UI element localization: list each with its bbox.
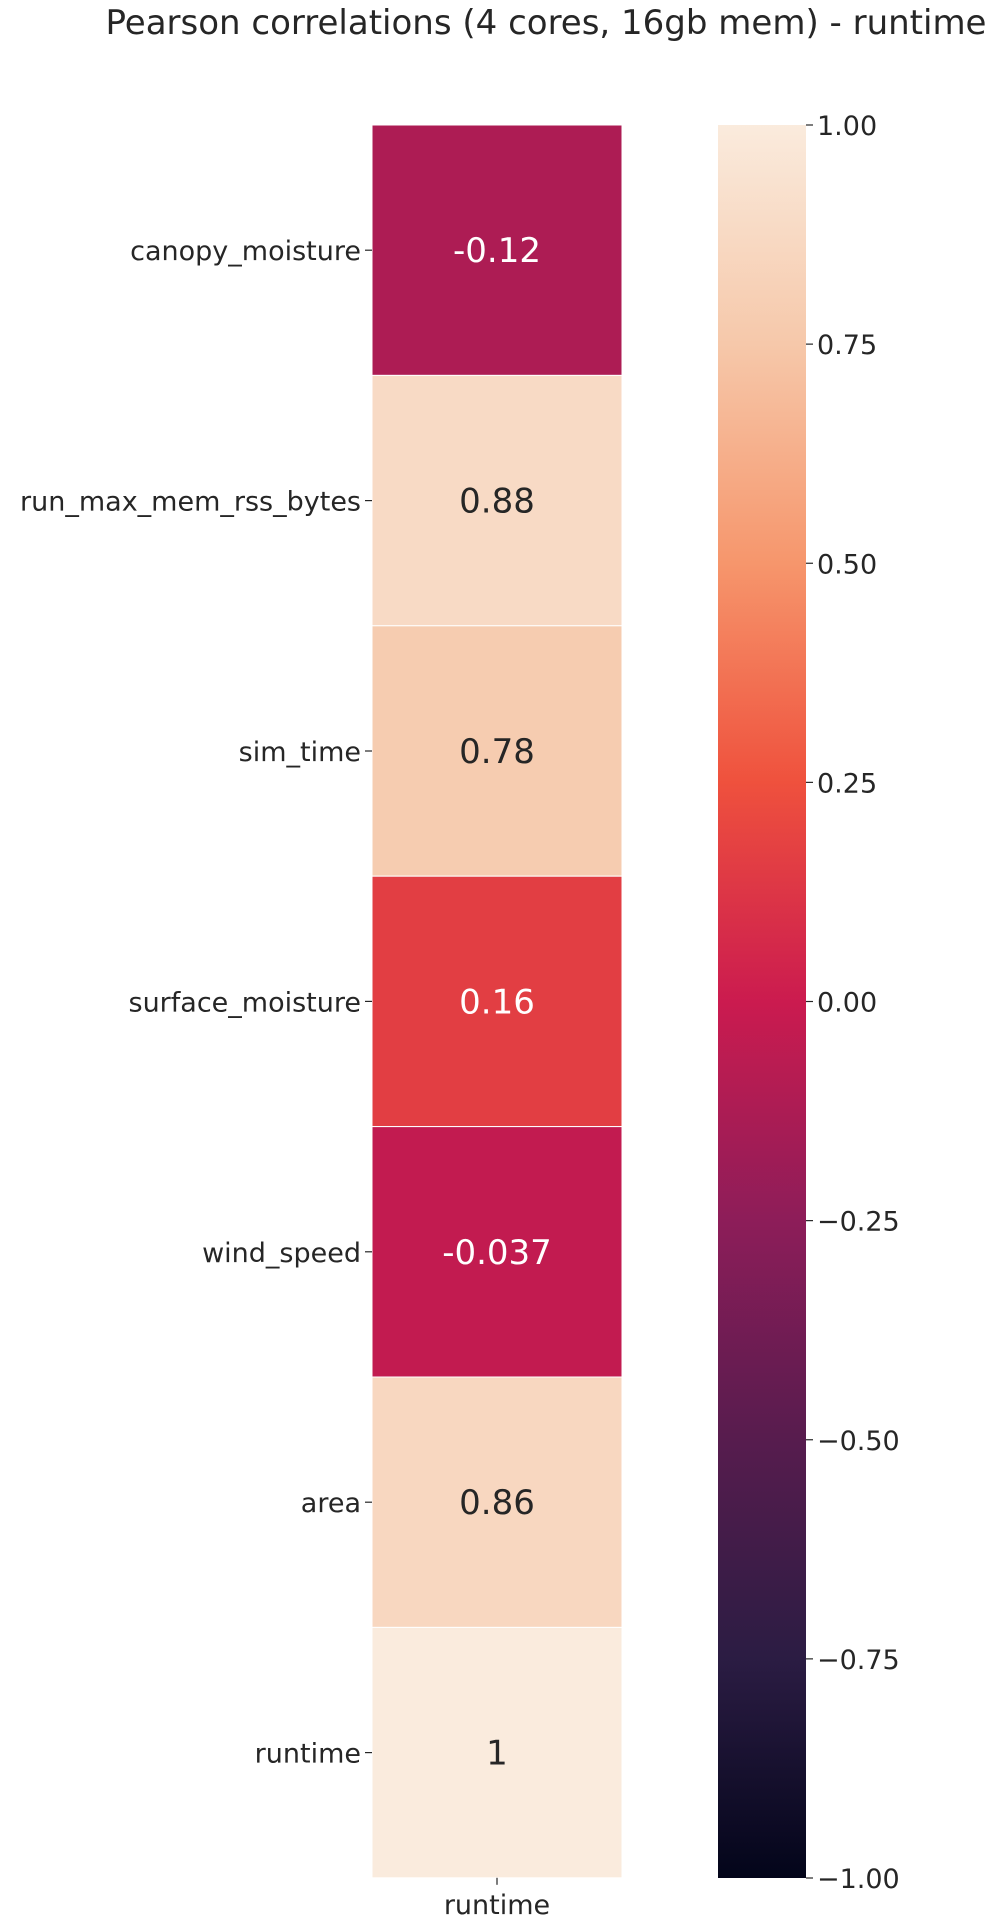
heatmap-cells: -0.12 0.88 0.78 0.16 -0.037 0.86 1 [371,124,623,1879]
row-label: surface_moisture [129,987,362,1018]
row-labels: canopy_moisture run_max_mem_rss_bytes sim_… [20,236,372,1770]
colorbar-gradient [718,125,806,1878]
cell-annotation: -0.037 [442,1233,552,1273]
heatmap-cell [371,1126,623,1378]
chart-title: Pearson correlations (4 cores, 16gb mem)… [106,3,987,43]
colorbar-tick-label: 0.75 [817,330,877,361]
heatmap-cell [371,124,623,376]
cell-annotation: -0.12 [453,231,541,271]
colorbar-tick-label: 0.00 [817,988,877,1019]
colorbar-tick-label: −1.00 [817,1864,900,1895]
cell-annotation: 0.86 [459,1483,535,1523]
colorbar-tick-label: −0.25 [817,1207,900,1238]
colorbar-tick-label: −0.75 [817,1645,900,1676]
cell-annotation: 1 [486,1734,508,1774]
row-label: runtime [255,1739,361,1770]
column-labels: runtime [444,1877,550,1921]
colorbar-tick-label: −0.50 [817,1426,900,1457]
colorbar-ticks: 1.00 0.75 0.50 0.25 0.00 −0.25 −0.50 −0.75 −1.00 [806,111,900,1895]
colorbar-tick-label: 0.25 [817,768,877,799]
cell-annotation: 0.78 [459,732,535,772]
row-label: run_max_mem_rss_bytes [20,487,361,518]
heatmap-cell [371,374,623,627]
heatmap-cell [371,625,623,877]
row-label: sim_time [239,737,361,768]
cell-annotation: 0.16 [459,982,535,1022]
column-label: runtime [444,1890,550,1921]
cell-annotation: 0.88 [459,482,535,522]
colorbar-tick-label: 0.50 [817,549,877,580]
colorbar-tick-label: 1.00 [817,111,877,142]
heatmap-cell [371,1626,623,1879]
row-label: canopy_moisture [130,236,361,267]
row-label: area [301,1488,361,1519]
heatmap-cell [371,875,623,1128]
colorbar [718,125,806,1878]
row-label: wind_speed [202,1238,361,1269]
heatmap-cell [371,1376,623,1628]
